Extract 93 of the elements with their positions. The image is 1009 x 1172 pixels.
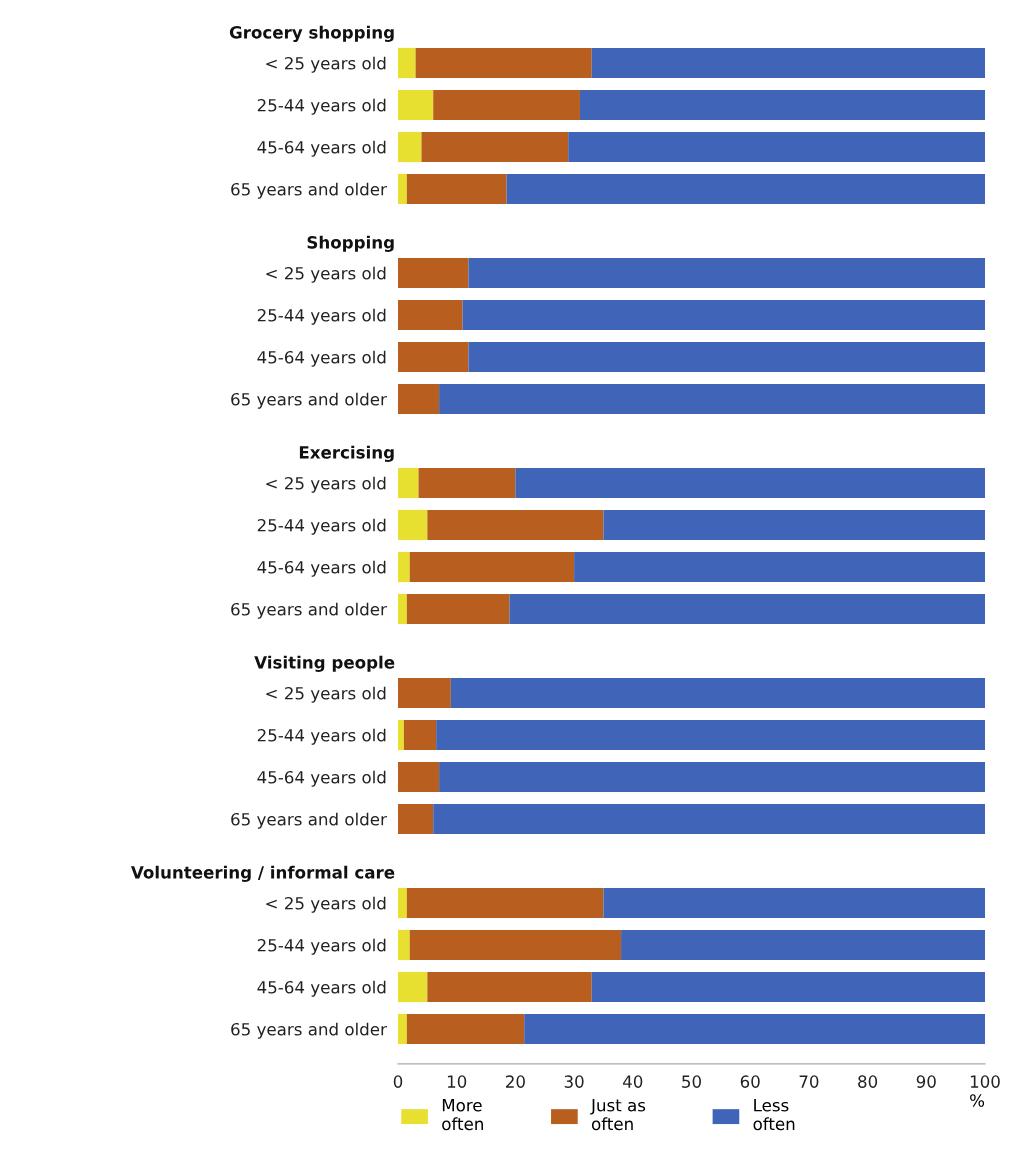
bar [439,761,985,793]
bar [436,719,985,751]
y-tick-label: < 25 years old [266,896,386,913]
bar [398,47,416,79]
bar [591,971,985,1003]
text: Volunteering / informal care [131,865,395,882]
y-tick-label: < 25 years old [266,56,386,73]
bar [621,929,985,961]
bar [415,47,592,79]
legend-label: Just as often [590,1099,646,1131]
bar [603,887,985,919]
x-tick-label: 50 [682,1075,701,1088]
bar [403,719,437,751]
bar [579,89,985,121]
x-tick-label: 90 [916,1075,936,1088]
y-tick-label: < 25 years old [266,266,386,283]
y-tick-label: < 25 years old [266,686,386,703]
y-tick-label: 45-64 years old [257,140,386,157]
bar [409,929,622,961]
bar [398,383,440,415]
y-tick-label: 25-44 years old [257,728,386,745]
bar [398,551,410,583]
x-tick-label: 30 [564,1075,584,1088]
bar [591,47,985,79]
bar [468,341,985,373]
bar [524,1013,985,1045]
bar [406,173,507,205]
bar [398,761,440,793]
x-tick-label: 80 [858,1075,878,1088]
bar [574,551,985,583]
bar [509,593,985,625]
bar [398,803,434,835]
y-tick-label: 25-44 years old [257,98,386,115]
bar [450,677,985,709]
bar [398,929,410,961]
bar [398,887,407,919]
x-tick-label: 20 [506,1075,525,1088]
bar [568,131,985,163]
chart-title: Shopping [307,235,394,252]
bar [409,551,575,583]
bar [398,467,419,499]
bar [433,89,580,121]
y-tick-label: 45-64 years old [257,350,386,367]
bar [515,467,985,499]
bar [468,257,985,289]
bar [398,509,428,541]
bar [427,971,592,1003]
y-tick-label: 45-64 years old [257,770,386,787]
chart-title: Exercising [299,445,394,462]
y-tick-label: 45-64 years old [257,980,386,997]
bar [406,1013,525,1045]
bar [433,803,985,835]
bar [398,299,463,331]
bar [603,509,985,541]
x-tick-label: 10 [447,1075,467,1088]
x-tick-label: 40 [623,1075,643,1088]
bar [398,131,422,163]
chart-title: Visiting people [254,655,395,672]
bar [427,509,604,541]
y-tick-label: 65 years and older [231,182,387,199]
bar [398,1013,407,1045]
y-tick-label: 65 years and older [231,812,387,829]
bar [418,467,516,499]
y-tick-label: 45-64 years old [257,560,386,577]
y-tick-label: 25-44 years old [257,308,386,325]
y-tick-label: < 25 years old [266,476,386,493]
bar [462,299,985,331]
x-tick-label: 70 [799,1075,819,1088]
bar [398,89,434,121]
bar [398,593,407,625]
x-tick-label: 100 [970,1075,1000,1088]
bar [398,971,428,1003]
bar [398,257,469,289]
chart-title: Grocery shopping [229,25,394,42]
y-tick-label: 25-44 years old [257,518,386,535]
bar [398,173,407,205]
bar [439,383,985,415]
x-axis-title: % [970,1094,985,1107]
y-tick-label: 25-44 years old [257,938,386,955]
x-tick-label: 60 [740,1075,760,1088]
x-tick-label: 0 [393,1075,403,1088]
y-tick-label: 65 years and older [231,392,387,409]
bar [406,593,510,625]
legend-label: Less often [753,1099,795,1131]
y-tick-label: 65 years and older [231,1022,387,1039]
bar [398,677,451,709]
bar [421,131,569,163]
legend-label: More often [442,1099,483,1131]
bar [398,719,404,751]
y-tick-label: 65 years and older [231,602,387,619]
bar [506,173,985,205]
bar [398,341,469,373]
bar [406,887,604,919]
